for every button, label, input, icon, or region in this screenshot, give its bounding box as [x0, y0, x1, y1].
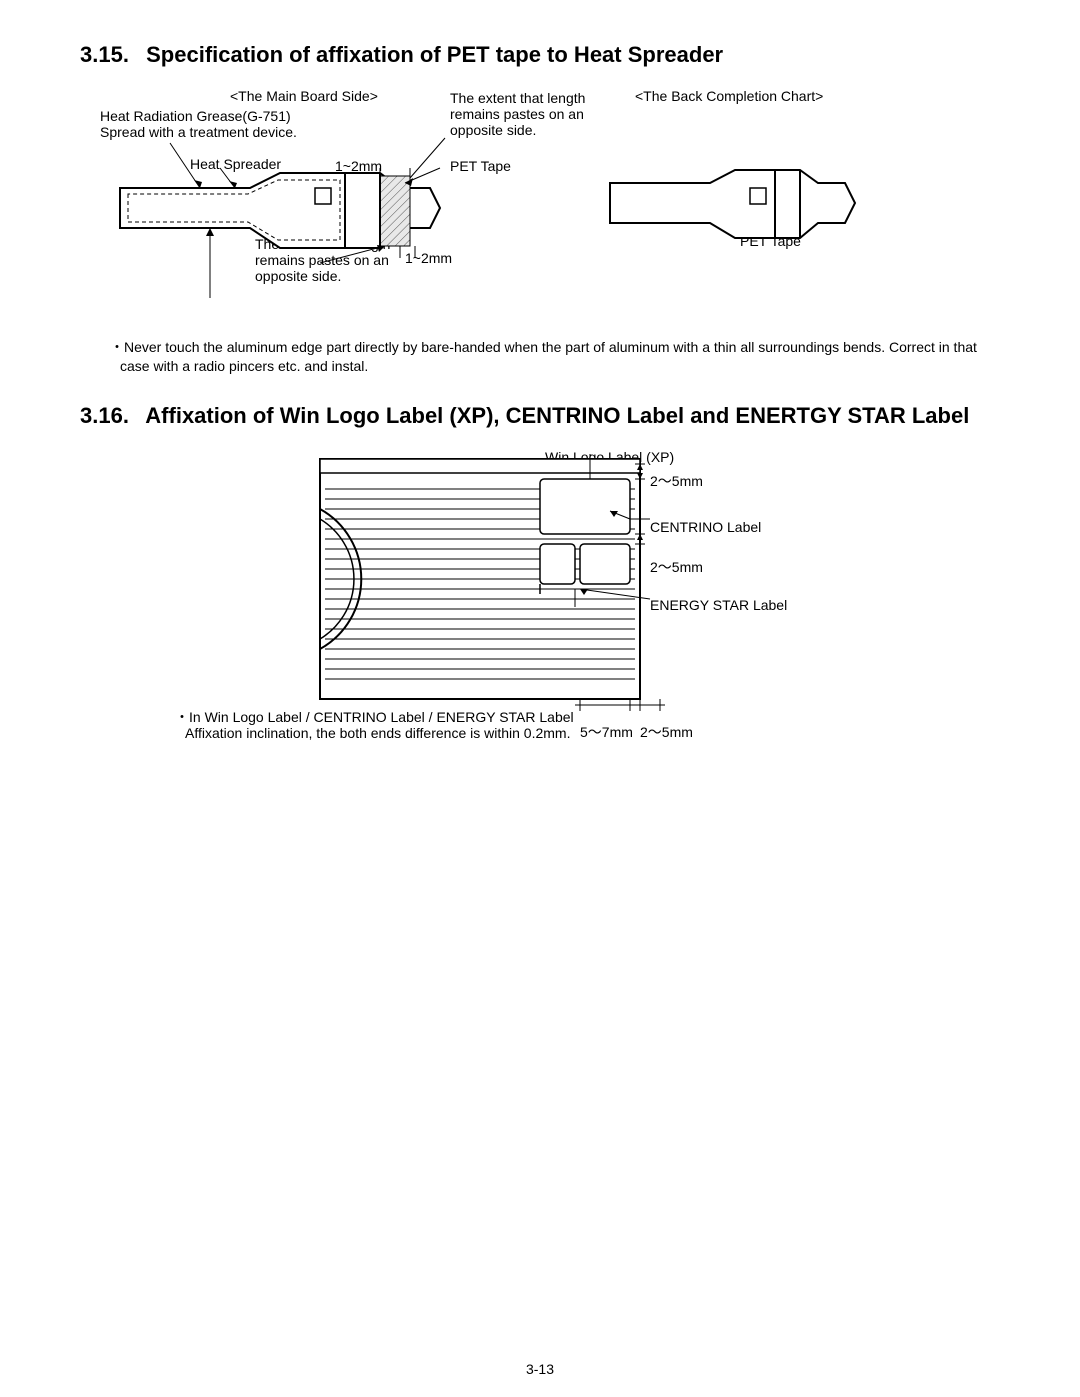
label-pet-tape-left: PET Tape: [450, 158, 511, 176]
section-3-15-number: 3.15.: [80, 40, 140, 70]
label-extent-top-b: remains pastes on an: [450, 106, 584, 124]
figure-3-16: Win Logo Label (XP) 2～5mm CENTRINO Label…: [80, 449, 1000, 769]
label-back-completion: <The Back Completion Chart>: [635, 88, 823, 106]
figure-3-15: <The Main Board Side> <The Back Completi…: [80, 88, 1000, 338]
section-3-16-heading: Affixation of Win Logo Label (XP), CENTR…: [145, 403, 969, 428]
heat-spreader-right-svg: [600, 158, 860, 278]
note-3-15: ・Never touch the aluminum edge part dire…: [110, 338, 1000, 376]
label-extent-top-a: The extent that length: [450, 90, 585, 108]
section-3-16-number: 3.16.: [80, 401, 140, 431]
section-3-15-title: 3.15. Specification of affixation of PET…: [80, 40, 1000, 70]
section-3-15-heading: Specification of affixation of PET tape …: [146, 42, 723, 67]
label-extent-top-c: opposite side.: [450, 122, 536, 140]
label-main-board-side: <The Main Board Side>: [230, 88, 378, 106]
heat-spreader-left-svg: [80, 128, 450, 298]
bottom-case-svg: [240, 449, 940, 749]
label-grease-1: Heat Radiation Grease(G-751): [100, 108, 291, 126]
section-3-16-title: 3.16. Affixation of Win Logo Label (XP),…: [80, 401, 1000, 431]
page-number: 3-13: [0, 1361, 1080, 1377]
